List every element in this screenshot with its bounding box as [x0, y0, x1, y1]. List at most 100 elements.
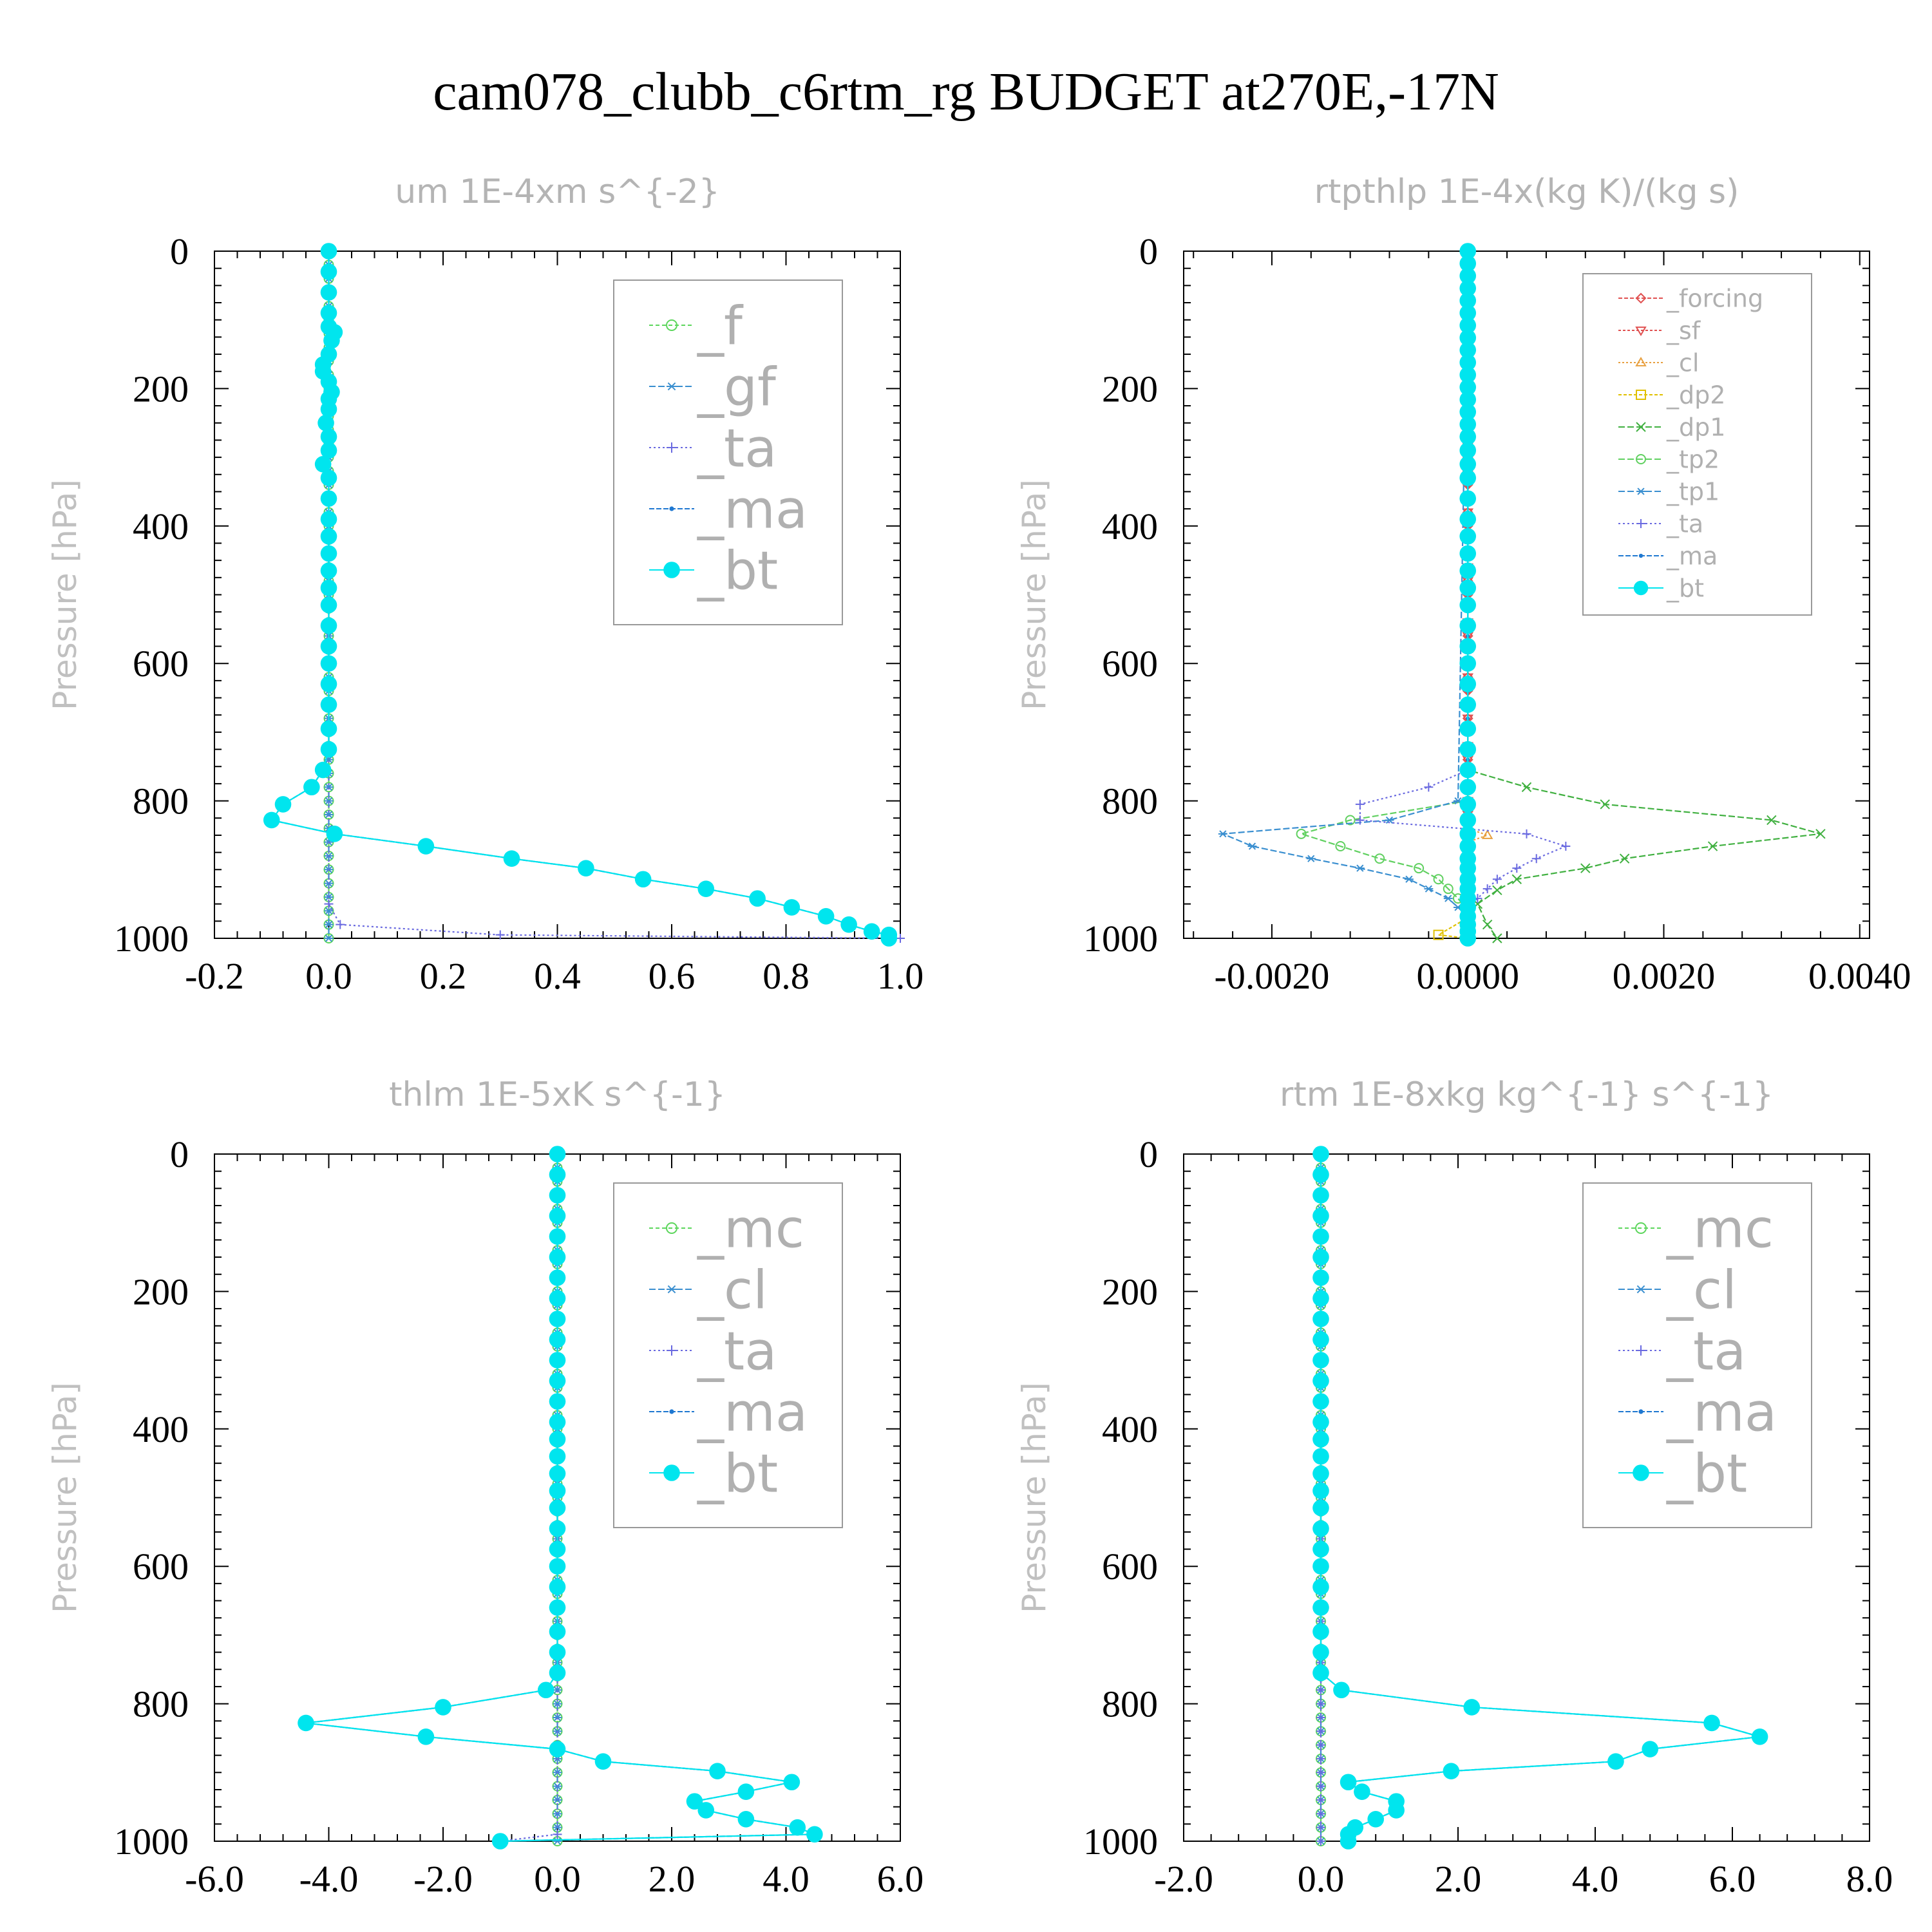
series-point — [1316, 1837, 1325, 1846]
legend-marker — [666, 1222, 677, 1234]
series-point — [320, 617, 337, 634]
series-point — [549, 1311, 566, 1327]
legend-item: _f — [649, 296, 744, 357]
series-point — [634, 871, 652, 888]
series-point — [1459, 596, 1477, 614]
series-point — [320, 284, 337, 301]
series-point — [549, 1290, 566, 1307]
legend-item: _ta — [1618, 510, 1703, 538]
series-point — [1459, 329, 1477, 346]
series-point — [1312, 1431, 1329, 1448]
series-point — [1335, 841, 1346, 852]
series-point — [840, 916, 857, 933]
legend-item: _cl — [1618, 1260, 1737, 1321]
legend-label: _tp1 — [1666, 478, 1719, 506]
series-point — [1312, 1208, 1329, 1224]
legend-item: _ta — [649, 1321, 777, 1383]
legend-marker — [1636, 422, 1646, 432]
y-tick-label: 400 — [133, 506, 189, 547]
legend-marker — [1636, 454, 1646, 464]
series-point — [1355, 815, 1365, 825]
series-point — [1459, 838, 1477, 855]
series-point — [1316, 1809, 1325, 1819]
series-point — [549, 1166, 566, 1183]
series-point — [1374, 853, 1385, 864]
series-point — [709, 1763, 726, 1779]
series-point — [1340, 1833, 1357, 1850]
legend-label: _ta — [1666, 1321, 1746, 1383]
legend-item: _ma — [649, 480, 808, 541]
series-point — [1316, 1823, 1325, 1832]
series-point — [806, 1826, 823, 1843]
legend-box — [1582, 1182, 1812, 1528]
series-point — [594, 1753, 612, 1770]
legend-marker — [667, 1285, 677, 1294]
series-point — [549, 1448, 566, 1465]
series-point — [1316, 1754, 1325, 1763]
series-point — [549, 1352, 566, 1368]
series-point — [1459, 741, 1477, 758]
series-point — [1312, 1311, 1329, 1327]
legend-label: _ma — [1666, 1383, 1777, 1444]
series-line — [1222, 251, 1469, 938]
series-point — [1312, 1482, 1329, 1499]
legend-marker — [1636, 1285, 1646, 1294]
series-point — [1459, 796, 1477, 813]
series-point — [1459, 267, 1477, 285]
series-point — [1459, 366, 1477, 383]
x-tick-label: 0.6 — [649, 955, 696, 997]
series-point — [1459, 428, 1477, 445]
series-point — [320, 528, 337, 545]
series-point — [320, 469, 337, 486]
y-tick-label: 1000 — [1083, 918, 1158, 960]
legend-item: _sf — [1618, 317, 1701, 345]
series-point — [1459, 511, 1477, 527]
legend-label: _ta — [697, 419, 777, 480]
series-point — [1312, 1499, 1329, 1517]
legend-label: _ta — [697, 1321, 777, 1383]
series-point — [549, 1499, 566, 1517]
legend-marker — [667, 442, 677, 453]
x-tick-label: 0.0020 — [1613, 955, 1716, 997]
series-point — [1492, 933, 1502, 943]
series-line — [1467, 251, 1821, 939]
legend-marker — [1636, 390, 1646, 400]
series-group — [1218, 243, 1826, 947]
legend-label: _bt — [697, 541, 778, 602]
panel-1: um 1E-4xm s^{-2} Pressure [hPa] 0 200 400 600… — [46, 173, 923, 997]
series-point — [549, 1146, 566, 1162]
series-point — [326, 826, 343, 842]
series-point — [1312, 1599, 1329, 1616]
series-point — [1367, 1811, 1384, 1828]
series-point — [320, 580, 337, 596]
y-tick-label: 200 — [1102, 368, 1158, 410]
series-point — [549, 1664, 566, 1681]
series-point — [553, 1714, 562, 1721]
y-tick-label: 200 — [1102, 1271, 1158, 1312]
series-point — [1459, 305, 1477, 321]
series-point — [1459, 379, 1477, 396]
legend-box — [613, 1182, 843, 1528]
series-group — [298, 1146, 823, 1850]
series-point — [320, 545, 337, 562]
legend: _mc_cl_ta_ma_bt — [1582, 1182, 1812, 1528]
series-point — [1522, 829, 1531, 838]
legend-item: _bt — [1618, 1444, 1747, 1505]
series-point — [1312, 1290, 1329, 1307]
legend-marker — [669, 506, 674, 511]
legend-item: _ta — [1618, 1321, 1746, 1383]
x-tick-label: 0.0 — [534, 1858, 581, 1900]
y-tick-label: 1000 — [114, 1821, 189, 1862]
legend-label: _cl — [697, 1260, 768, 1321]
x-tick-label: 0.2 — [420, 955, 467, 997]
series-point — [549, 1482, 566, 1499]
series-point — [1459, 341, 1477, 359]
series-point — [435, 1699, 451, 1716]
series-point — [274, 796, 292, 813]
series-point — [1312, 1146, 1329, 1162]
series-point — [1459, 580, 1477, 596]
legend-label: _tp2 — [1666, 446, 1719, 474]
series-point — [1296, 828, 1307, 839]
legend-item: _gf — [649, 357, 777, 419]
series-point — [320, 720, 337, 737]
